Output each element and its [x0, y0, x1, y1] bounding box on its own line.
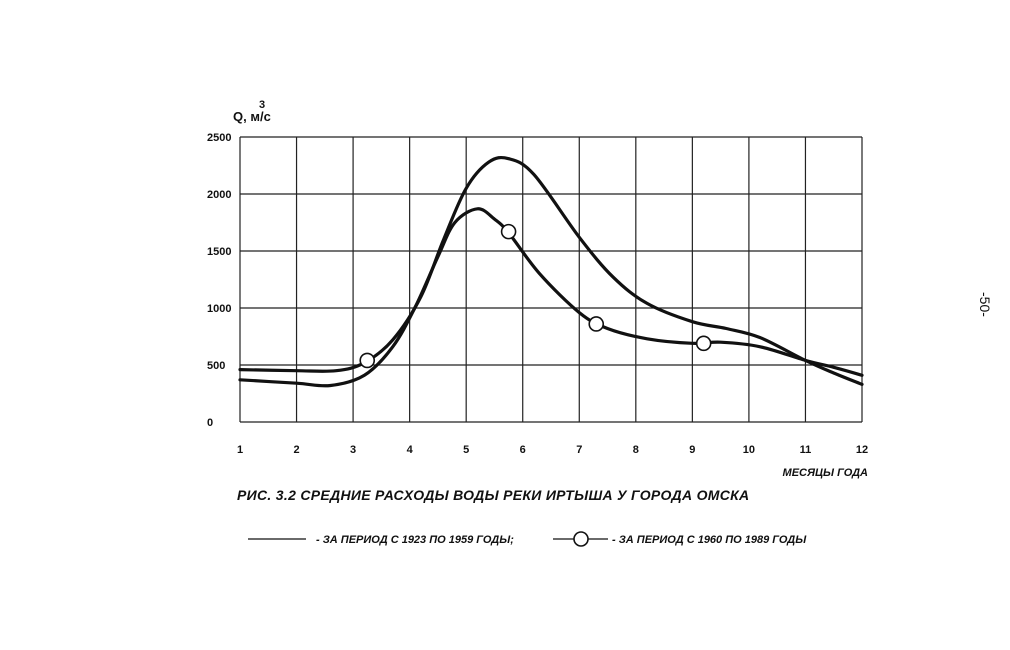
y-tick-label-1500: 1500	[207, 246, 231, 258]
x-tick-label-7: 7	[576, 444, 582, 456]
x-tick-label-8: 8	[633, 444, 639, 456]
x-tick-label-6: 6	[520, 444, 526, 456]
series-2-point-2	[500, 223, 517, 240]
x-tick-label-1: 1	[237, 444, 243, 456]
x-tick-label-5: 5	[463, 444, 469, 456]
y-tick-label-2500: 2500	[207, 132, 231, 144]
y-axis-label: Q, м/с	[233, 109, 271, 124]
chart-series	[238, 155, 864, 388]
y-tick-label-2000: 2000	[207, 189, 231, 201]
y-tick-label-0: 0	[207, 417, 213, 429]
chart-caption: РИС. 3.2 СРЕДНИЕ РАСХОДЫ ВОДЫ РЕКИ ИРТЫШ…	[237, 487, 749, 503]
chart-markers	[359, 223, 712, 369]
series-2-point-1	[359, 352, 376, 369]
series-2-point-3	[588, 316, 605, 332]
chart-grid	[239, 136, 863, 423]
legend: - ЗА ПЕРИОД С 1923 ПО 1959 ГОДЫ; - ЗА ПЕ…	[248, 531, 807, 547]
y-tick-label-1000: 1000	[207, 303, 231, 315]
y-tick-label-500: 500	[207, 360, 225, 372]
x-tick-label-11: 11	[800, 444, 812, 456]
x-axis-label: МЕСЯЦЫ ГОДА	[783, 467, 868, 479]
x-tick-label-4: 4	[407, 444, 414, 456]
x-tick-label-12: 12	[856, 444, 868, 456]
series-2-point-4	[695, 335, 712, 352]
y-axis-label-superscript: 3	[259, 99, 265, 111]
legend-label-series-1: - ЗА ПЕРИОД С 1923 ПО 1959 ГОДЫ;	[316, 534, 514, 546]
x-tick-label-3: 3	[350, 444, 356, 456]
legend-marker-series-2	[573, 531, 589, 547]
series-line-2	[238, 207, 864, 388]
x-tick-label-9: 9	[689, 444, 695, 456]
page-number: -50-	[977, 292, 993, 317]
x-tick-label-10: 10	[743, 444, 755, 456]
x-tick-label-2: 2	[293, 444, 299, 456]
legend-label-series-2: - ЗА ПЕРИОД С 1960 ПО 1989 ГОДЫ	[612, 534, 807, 546]
